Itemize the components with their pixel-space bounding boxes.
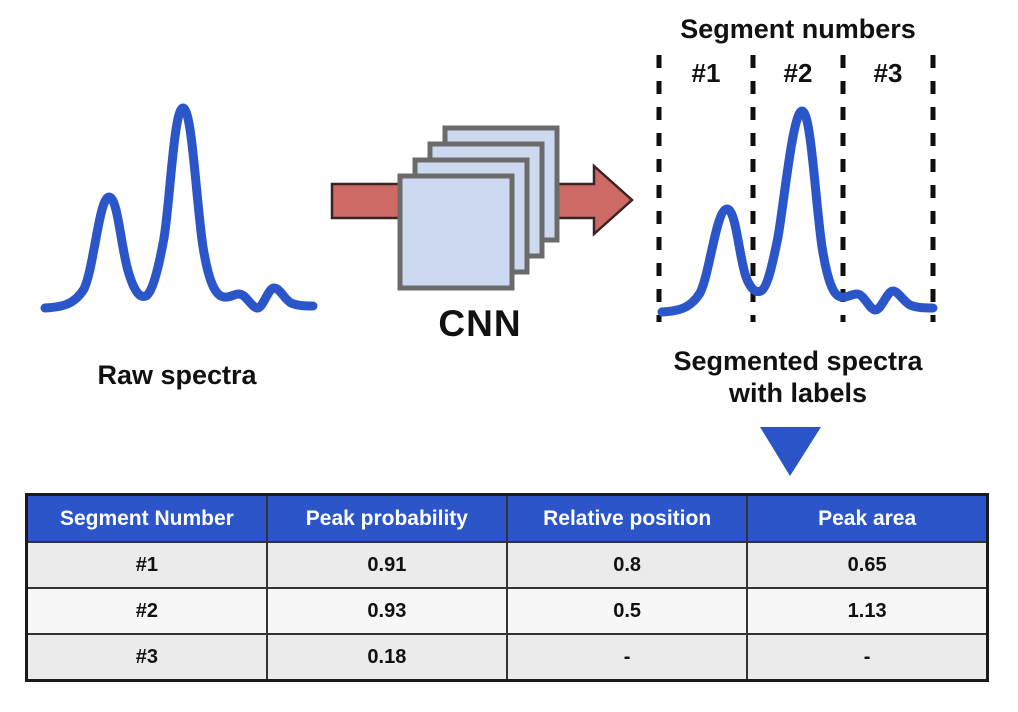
cell-peak-probability: 0.18 [265, 633, 509, 682]
cell-peak-area: 0.65 [746, 541, 989, 589]
segment-label-3: #3 [873, 58, 903, 88]
cell-segment: #1 [25, 541, 268, 589]
cell-peak-probability: 0.91 [265, 541, 509, 589]
cell-peak-area: 1.13 [746, 587, 989, 635]
table-header-row: Segment Number Peak probability Relative… [25, 493, 989, 543]
raw-spectra-label: Raw spectra [97, 360, 257, 390]
segment-label-1: #1 [691, 58, 721, 88]
cell-peak-probability: 0.93 [265, 587, 509, 635]
header-peak-probability: Peak probability [265, 493, 509, 543]
cell-relative-position: 0.5 [505, 587, 749, 635]
segment-numbers-title: Segment numbers [680, 14, 916, 44]
results-table: Segment Number Peak probability Relative… [25, 493, 989, 682]
header-peak-area: Peak area [746, 493, 989, 543]
segmented-spectra-caption-line2: with labels [728, 378, 868, 408]
segment-label-2: #2 [783, 58, 813, 88]
table-row: #1 0.91 0.8 0.65 [25, 541, 989, 589]
cnn-layers-icon [397, 125, 560, 291]
table-row: #2 0.93 0.5 1.13 [25, 587, 989, 635]
segmented-spectra-caption-line1: Segmented spectra [673, 346, 923, 376]
header-segment-number: Segment Number [25, 493, 268, 543]
cell-segment: #3 [25, 633, 268, 682]
segment-boundary-lines [656, 55, 936, 322]
cnn-label: CNN [438, 303, 522, 344]
segmented-spectra-curve [657, 106, 938, 317]
raw-spectra-curve [40, 103, 318, 313]
cell-relative-position: 0.8 [505, 541, 749, 589]
down-triangle-icon [760, 427, 821, 476]
cell-peak-area: - [746, 633, 989, 682]
input-arrow-icon [330, 182, 404, 220]
table-row: #3 0.18 - - [25, 633, 989, 682]
cell-segment: #2 [25, 587, 268, 635]
header-relative-position: Relative position [505, 493, 749, 543]
cell-relative-position: - [505, 633, 749, 682]
